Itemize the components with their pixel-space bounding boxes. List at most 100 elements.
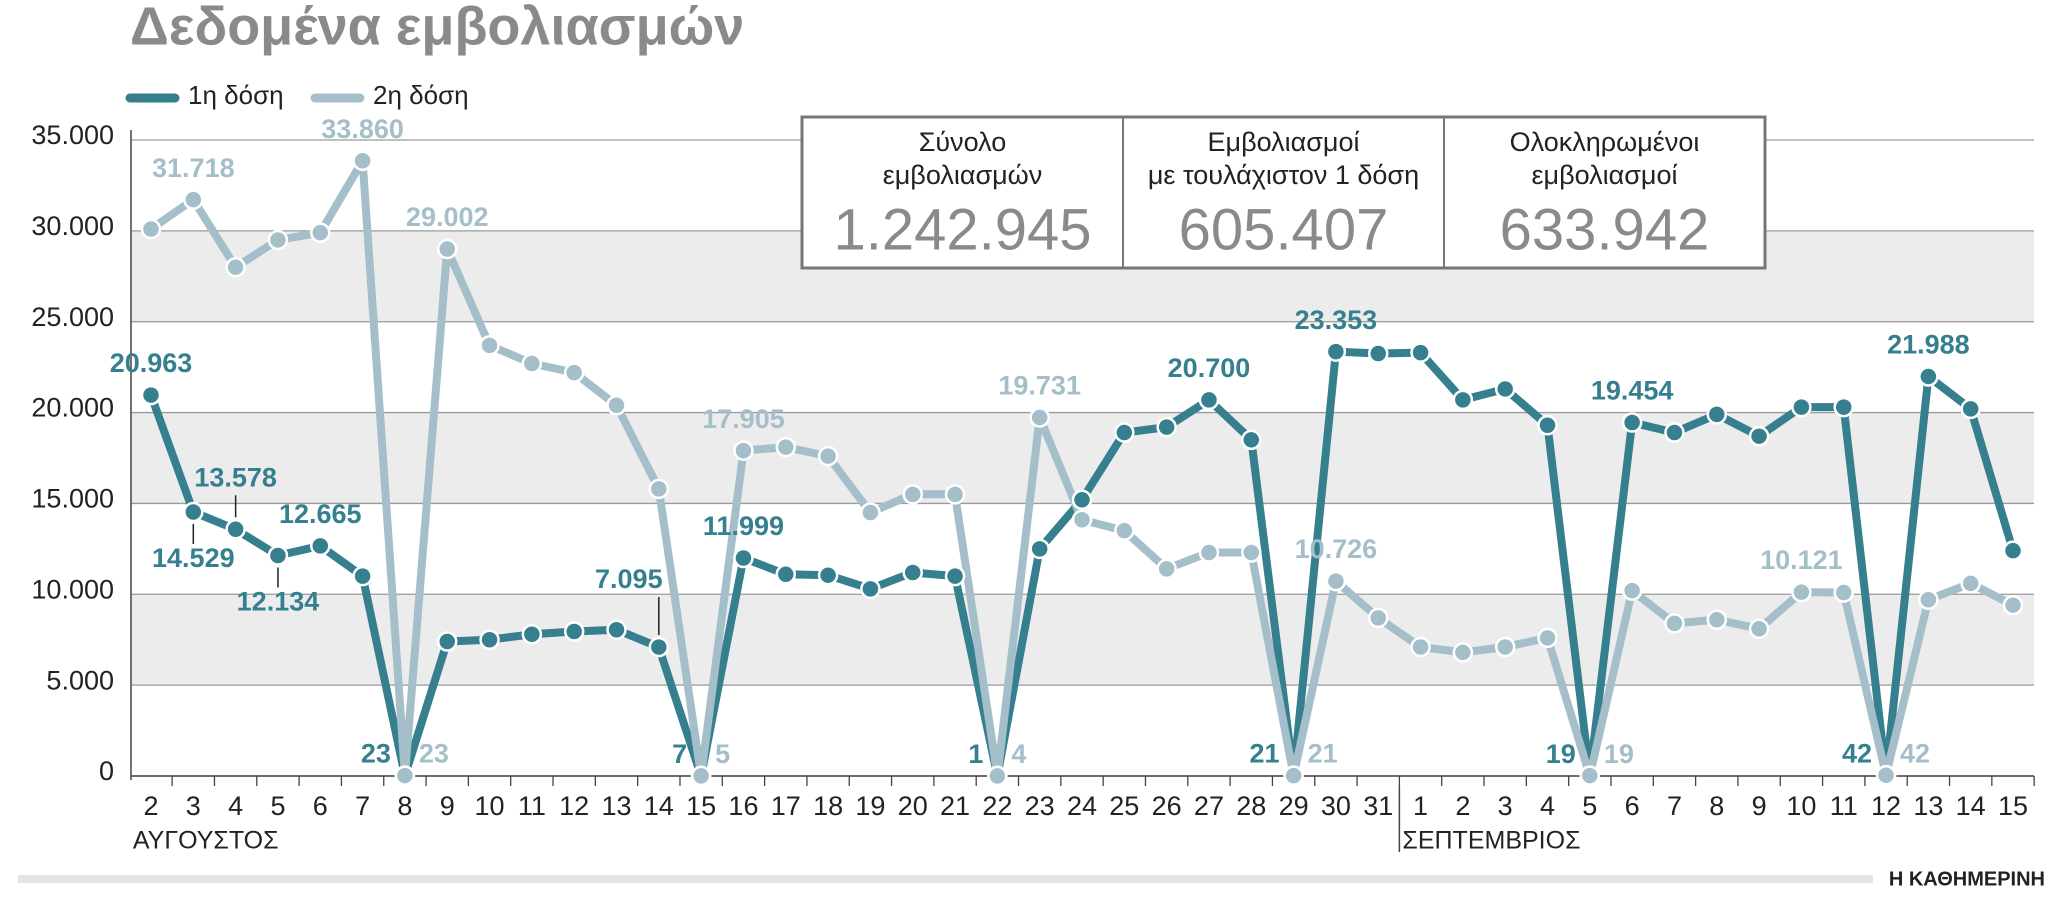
point [1029,538,1050,560]
point [1748,425,1770,447]
point [944,565,966,587]
point [1071,509,1093,531]
point [225,256,246,278]
month-label: ΑΥΓΟΥΣΤΟΣ [133,827,279,855]
point [1621,412,1643,433]
info-box-label: εμβολιασμοί [1532,160,1678,190]
point [1791,396,1812,418]
point [1452,389,1474,411]
month-label: ΣΕΠΤΕΜΒΡΙΟΣ [1402,827,1580,855]
point [1918,366,1939,387]
value-label: 20.963 [110,348,193,378]
point [1833,396,1854,418]
x-tick-label: 8 [1709,791,1724,821]
info-box-frame [800,115,1767,270]
x-tick-label: 7 [1667,791,1682,821]
point [1960,573,1981,594]
point [1029,407,1050,428]
x-tick-label: 9 [440,791,455,821]
point [1706,609,1728,630]
point [1367,343,1389,364]
point [860,502,881,523]
value-label: 7.095 [595,564,663,594]
x-tick-label: 3 [1498,791,1513,821]
source: Η ΚΑΘΗΜΕΡΙΝΗ [1889,868,2045,890]
value-label: 21.988 [1887,330,1970,360]
value-label: 19.454 [1591,376,1674,406]
grid-band [131,412,2034,504]
point [648,636,670,658]
info-box-value: 605.407 [1179,197,1389,262]
footer-bar [18,875,1873,883]
x-tick-label: 4 [228,791,243,821]
point [1494,378,1516,400]
x-tick-label: 25 [1109,791,1139,821]
info-box-label: Ολοκληρωμένοι [1510,127,1700,157]
x-tick-label: 11 [1830,791,1858,821]
info-box-value: 1.242.945 [833,197,1091,262]
value-label: 21 [1250,739,1280,769]
x-tick-label: 4 [1540,791,1555,821]
point [2002,540,2024,561]
x-tick-label: 14 [1956,791,1986,821]
point [1114,520,1135,541]
x-tick-label: 22 [982,791,1012,821]
x-tick-label: 28 [1236,791,1266,821]
point [225,519,246,540]
x-tick-label: 21 [940,791,970,821]
value-label: 1 [968,739,983,769]
value-label: 23 [419,739,449,769]
x-tick-label: 12 [1871,791,1901,821]
value-label: 11.999 [703,511,784,541]
point [436,631,458,652]
point [1791,581,1812,603]
point [1748,618,1770,640]
x-tick-label: 23 [1025,791,1055,821]
point [267,545,289,566]
x-tick-label: 10 [475,791,505,821]
x-tick-label: 3 [186,791,201,821]
point [352,565,373,587]
value-label: 4 [1011,739,1026,769]
point [563,362,585,383]
point [1706,404,1728,425]
value-label: 17.905 [702,404,785,434]
value-label: 10.726 [1295,534,1378,564]
value-label: 31.718 [152,153,235,183]
x-tick-label: 2 [143,791,158,821]
x-tick-label: 13 [601,791,631,821]
point [436,238,458,260]
value-label: 29.002 [406,202,489,232]
point [394,765,416,786]
value-label: 42 [1842,738,1872,768]
chart-title: Δεδομένα εμβολιασμών [130,0,744,56]
point [1325,341,1347,362]
point [2002,594,2024,616]
point [733,547,754,569]
point [310,222,331,243]
point [1410,636,1431,658]
point [817,564,839,586]
point [1833,582,1854,603]
point [140,384,162,406]
x-tick-label: 19 [855,791,885,821]
y-tick-label: 25.000 [31,302,114,332]
point [1410,342,1431,363]
point [563,621,585,642]
x-tick-label: 10 [1786,791,1816,821]
value-label: 19.731 [998,371,1081,401]
x-tick-label: 17 [771,791,801,821]
point [1452,642,1474,663]
point [1325,570,1347,592]
x-tick-label: 7 [355,791,370,821]
point [352,150,373,171]
y-tick-label: 20.000 [31,393,114,423]
x-tick-label: 29 [1279,791,1309,821]
point [775,436,797,458]
point [1283,765,1304,786]
point [775,564,797,585]
point [1494,636,1516,658]
x-tick-label: 31 [1363,791,1393,821]
value-label: 13.578 [194,462,277,492]
point [1537,627,1558,649]
